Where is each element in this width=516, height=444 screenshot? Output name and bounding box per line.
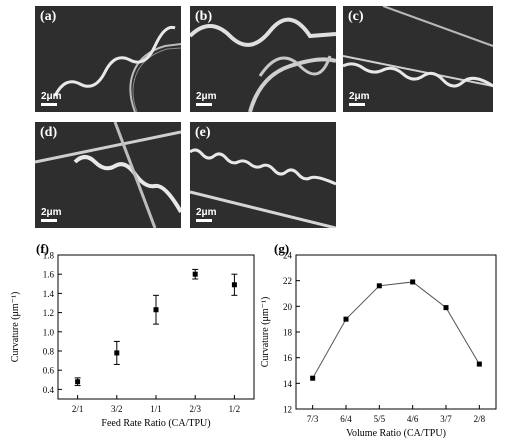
data-point bbox=[376, 283, 382, 289]
x-tick-label: 7/3 bbox=[307, 414, 319, 424]
fiber-image-b bbox=[190, 17, 336, 112]
sem-panel-a: (a) 2μm bbox=[35, 6, 181, 112]
fiber-image-a bbox=[53, 25, 181, 112]
data-point bbox=[192, 271, 198, 277]
y-tick-label: 1.0 bbox=[43, 327, 55, 337]
x-axis-label: Feed Rate Ratio (CA/TPU) bbox=[101, 418, 210, 429]
y-tick-label: 1.6 bbox=[43, 270, 55, 280]
data-point bbox=[476, 361, 482, 367]
y-tick-label: 24 bbox=[283, 251, 293, 261]
y-tick-label: 12 bbox=[283, 405, 292, 415]
scale-bar-text-c: 2μm bbox=[349, 91, 370, 102]
data-point bbox=[75, 379, 81, 385]
x-tick-label: 3/2 bbox=[111, 404, 123, 414]
y-tick-label: 1.2 bbox=[43, 308, 54, 318]
y-tick-label: 18 bbox=[283, 328, 293, 338]
y-axis-label: Curvature (μm⁻¹) bbox=[260, 297, 271, 368]
y-tick-label: 0.8 bbox=[43, 347, 55, 357]
sem-panel-d: (d) 2μm bbox=[35, 122, 181, 228]
scale-bar-e: 2μm bbox=[196, 208, 220, 222]
y-axis-label: Curvature (μm⁻¹) bbox=[10, 292, 21, 363]
x-tick-label: 1/1 bbox=[150, 404, 162, 414]
scale-bar-b: 2μm bbox=[196, 92, 220, 106]
x-tick-label: 2/3 bbox=[189, 404, 201, 414]
x-tick-label: 3/7 bbox=[440, 414, 452, 424]
scale-bar-text-a: 2μm bbox=[41, 91, 62, 102]
series-line bbox=[312, 281, 480, 379]
sem-panel-e: (e) 2μm bbox=[190, 122, 336, 228]
data-point bbox=[443, 305, 449, 311]
x-tick-label: 4/6 bbox=[407, 414, 419, 424]
sem-panel-b: (b) 2μm bbox=[190, 6, 336, 112]
panel-label-b: (b) bbox=[195, 9, 213, 24]
y-tick-label: 16 bbox=[283, 353, 293, 363]
scale-bar-text-d: 2μm bbox=[41, 207, 62, 218]
y-tick-label: 0.6 bbox=[43, 366, 55, 376]
y-tick-label: 1.8 bbox=[43, 251, 55, 261]
scale-bar-text-e: 2μm bbox=[196, 207, 217, 218]
y-tick-label: 1.4 bbox=[43, 289, 55, 299]
sem-panel-c: (c) 2μm bbox=[343, 6, 493, 112]
scale-bar-c: 2μm bbox=[349, 92, 373, 106]
panel-label-a: (a) bbox=[40, 9, 57, 24]
x-tick-label: 2/8 bbox=[474, 414, 486, 424]
x-tick-label: 5/5 bbox=[374, 414, 386, 424]
plot-frame bbox=[295, 254, 497, 410]
panel-label-c: (c) bbox=[348, 9, 364, 24]
data-point bbox=[153, 307, 159, 313]
data-point bbox=[410, 279, 416, 285]
scale-bar-d: 2μm bbox=[41, 208, 65, 222]
chart-f-svg: 0.4 0.6 0.8 1.0 1.2 1.4 1.6 1.8 2/1 3/2 1/1 2/3 1/2 F… bbox=[10, 241, 255, 429]
y-tick-label: 22 bbox=[283, 276, 292, 286]
data-point bbox=[310, 375, 316, 381]
x-tick-label: 2/1 bbox=[72, 404, 84, 414]
chart-g-svg: 12 14 16 18 20 22 24 7/3 6/4 5/5 4/6 3/7 2/8 Volume R… bbox=[260, 241, 497, 439]
x-tick-label: 1/2 bbox=[229, 404, 241, 414]
chart-f: 0.4 0.6 0.8 1.0 1.2 1.4 1.6 1.8 2/1 3/2 1/1 2/3 1/2 F… bbox=[0, 235, 260, 444]
fiber-image-e bbox=[190, 148, 336, 228]
data-point bbox=[343, 316, 349, 322]
chart-panel-label: (g) bbox=[274, 241, 289, 256]
plot-frame bbox=[57, 254, 255, 400]
y-tick-label: 0.4 bbox=[43, 385, 55, 395]
scale-bar-a: 2μm bbox=[41, 92, 65, 106]
fiber-image-c bbox=[343, 6, 493, 88]
panel-label-e: (e) bbox=[195, 125, 211, 140]
y-tick-label: 14 bbox=[283, 379, 293, 389]
scale-bar-text-b: 2μm bbox=[196, 91, 217, 102]
x-tick-label: 6/4 bbox=[340, 414, 352, 424]
y-tick-label: 20 bbox=[283, 302, 293, 312]
chart-panel-label: (f) bbox=[36, 241, 49, 256]
fiber-image-d bbox=[35, 122, 181, 228]
chart-g: 12 14 16 18 20 22 24 7/3 6/4 5/5 4/6 3/7 2/8 Volume R… bbox=[260, 235, 516, 444]
data-point bbox=[231, 282, 237, 288]
data-point bbox=[114, 350, 120, 356]
x-axis-label: Volume Ratio (CA/TPU) bbox=[346, 428, 446, 439]
panel-label-d: (d) bbox=[40, 125, 58, 140]
